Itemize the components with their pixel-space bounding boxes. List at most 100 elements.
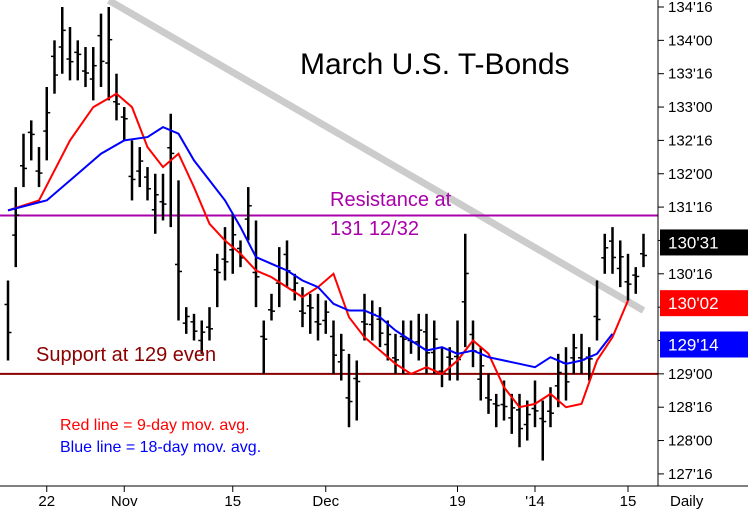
price-bar bbox=[430, 320, 438, 374]
price-bar bbox=[376, 307, 384, 348]
price-bar bbox=[221, 227, 229, 281]
price-bar bbox=[229, 213, 237, 274]
price-bar bbox=[20, 133, 27, 188]
price-bar bbox=[399, 320, 407, 374]
price-bar bbox=[640, 233, 647, 268]
ma9-line bbox=[7, 92, 629, 409]
price-tag-label: 129'14 bbox=[668, 336, 719, 355]
price-bar bbox=[361, 293, 368, 341]
price-bar bbox=[632, 267, 640, 294]
price-bar bbox=[423, 313, 430, 374]
price-tags: 130'31 130'02 129'14 bbox=[660, 229, 748, 358]
price-bar bbox=[113, 73, 120, 121]
price-bar bbox=[58, 7, 66, 74]
y-tick-label: 130'16 bbox=[668, 266, 713, 283]
price-bar bbox=[105, 7, 113, 101]
legend-ma9: Red line = 9-day mov. avg. bbox=[60, 417, 250, 434]
price-bar bbox=[492, 393, 500, 428]
price-tag-label: 130'02 bbox=[668, 294, 719, 313]
price-bar bbox=[43, 87, 51, 161]
y-tick-label: 134'16 bbox=[668, 0, 713, 16]
price-bar bbox=[74, 40, 82, 81]
price-bar bbox=[523, 400, 531, 441]
y-tick-label: 133'00 bbox=[668, 99, 713, 116]
price-bar bbox=[570, 333, 578, 374]
price-bar bbox=[609, 227, 616, 274]
price-bar bbox=[314, 293, 322, 341]
price-bar bbox=[516, 393, 523, 448]
price-bar bbox=[12, 187, 20, 268]
price-bar bbox=[539, 400, 547, 461]
resistance-label-line1: Resistance at bbox=[330, 189, 452, 211]
x-axis-ticks: 22 Nov 15 Dec 19 '14 15 bbox=[38, 486, 636, 510]
price-bar bbox=[392, 333, 399, 374]
price-bar bbox=[151, 173, 159, 234]
price-bar bbox=[299, 287, 306, 328]
price-bar bbox=[322, 300, 330, 334]
price-bar bbox=[624, 253, 632, 301]
x-tick-label: 19 bbox=[449, 493, 466, 510]
price-bar bbox=[51, 40, 58, 94]
resistance-label-line2: 131 12/32 bbox=[330, 218, 419, 240]
y-tick-label: 128'00 bbox=[668, 433, 713, 450]
price-tag-box bbox=[660, 331, 748, 358]
price-bar bbox=[128, 140, 136, 201]
price-bar bbox=[353, 360, 361, 421]
price-bar bbox=[345, 353, 353, 428]
x-unit-label: Daily bbox=[670, 493, 704, 510]
price-bar bbox=[206, 307, 213, 341]
price-bar bbox=[66, 27, 74, 81]
price-tag-box bbox=[660, 229, 748, 256]
price-bar bbox=[144, 167, 151, 201]
price-bar bbox=[601, 233, 609, 274]
downtrend-line bbox=[106, 0, 646, 314]
price-bar bbox=[252, 220, 260, 308]
price-tag-label: 130'31 bbox=[668, 233, 719, 252]
price-bar bbox=[213, 253, 221, 308]
price-bar bbox=[337, 333, 345, 381]
price-bar bbox=[415, 313, 423, 361]
price-bar bbox=[82, 47, 89, 88]
legend-ma18: Blue line = 18-day mov. avg. bbox=[60, 439, 261, 456]
x-tick-label: 15 bbox=[620, 493, 637, 510]
chart-title: March U.S. T-Bonds bbox=[300, 48, 570, 81]
price-bar bbox=[190, 313, 198, 341]
price-bar bbox=[461, 233, 469, 348]
price-bar bbox=[182, 307, 190, 334]
price-bar bbox=[616, 240, 624, 288]
price-bar bbox=[27, 120, 35, 161]
price-bar bbox=[167, 113, 175, 228]
price-bar bbox=[136, 147, 144, 188]
price-bar bbox=[508, 393, 516, 434]
price-bar bbox=[4, 280, 12, 361]
price-bar bbox=[175, 180, 182, 321]
price-bar bbox=[446, 347, 454, 381]
support-label: Support at 129 even bbox=[36, 344, 216, 366]
x-tick-label: 22 bbox=[38, 493, 55, 510]
price-bar bbox=[477, 347, 485, 401]
y-tick-label: 132'00 bbox=[668, 166, 713, 183]
price-bar bbox=[384, 320, 392, 361]
price-bar bbox=[330, 320, 337, 374]
price-bar bbox=[97, 13, 105, 88]
price-bar bbox=[198, 320, 206, 354]
y-tick-label: 129'00 bbox=[668, 366, 713, 383]
y-tick-label: 128'16 bbox=[668, 399, 713, 416]
x-tick-label: Dec bbox=[312, 493, 339, 510]
price-bar bbox=[35, 147, 43, 188]
x-tick-label: '14 bbox=[525, 493, 545, 510]
price-bar bbox=[593, 280, 601, 341]
price-bar bbox=[159, 173, 167, 221]
y-tick-label: 134'00 bbox=[668, 32, 713, 49]
y-tick-label: 133'16 bbox=[668, 66, 713, 83]
price-bar bbox=[554, 353, 562, 408]
y-tick-label: 132'16 bbox=[668, 132, 713, 149]
y-tick-label: 127'16 bbox=[668, 466, 713, 483]
ma18-line bbox=[7, 125, 614, 369]
price-bars bbox=[4, 7, 647, 461]
price-tag-box bbox=[660, 290, 748, 317]
x-tick-label: 15 bbox=[224, 493, 241, 510]
price-bar bbox=[120, 107, 128, 141]
